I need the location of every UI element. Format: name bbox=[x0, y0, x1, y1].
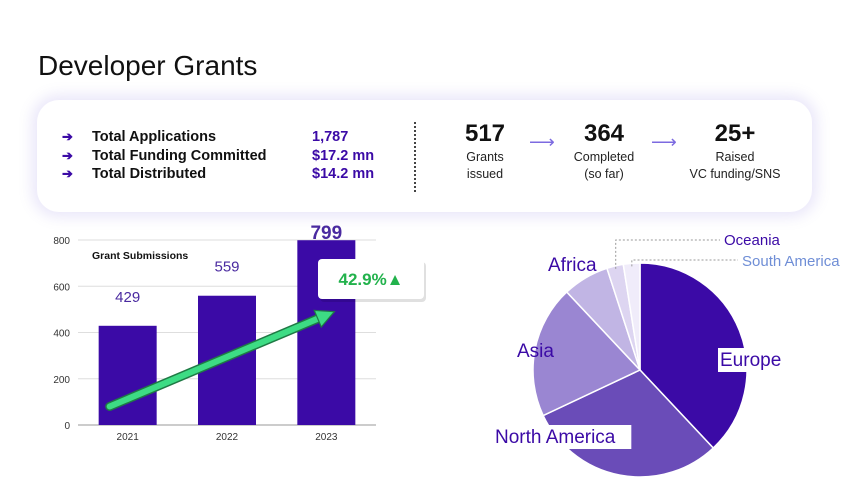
pie-label-bg bbox=[493, 425, 632, 449]
pie-slice-south-america bbox=[622, 262, 641, 371]
y-tick-label: 600 bbox=[53, 282, 70, 293]
pie-slice-asia bbox=[532, 290, 642, 417]
metric-label: Total Applications bbox=[92, 129, 217, 145]
kpi-completed: 364 Completed (so far) bbox=[534, 120, 674, 182]
pie-label-bg bbox=[718, 348, 782, 372]
kpi-value: 517 bbox=[464, 120, 506, 147]
metric-value: 1,787 bbox=[312, 129, 349, 145]
chart-title: Grant Submissions bbox=[92, 250, 188, 262]
bullet-arrow-icon: ➔ bbox=[62, 166, 73, 181]
dotted-divider bbox=[414, 122, 416, 192]
y-tick-label: 200 bbox=[53, 375, 70, 386]
metric-label: Total Funding Committed bbox=[92, 148, 267, 164]
metric-value: $17.2 mn bbox=[312, 148, 375, 164]
y-tick-label: 800 bbox=[53, 236, 70, 247]
pie-label-oceania: Oceania bbox=[724, 232, 781, 249]
x-tick-label: 2023 bbox=[315, 432, 338, 443]
pie-slice-europe bbox=[639, 262, 748, 450]
pie-label-africa: Africa bbox=[548, 255, 597, 276]
kpi-caption-line2: (so far) bbox=[584, 167, 624, 181]
pie-label-asia: Asia bbox=[517, 341, 554, 362]
summary-card: ➔ Total Applications 1,787 ➔ Total Fundi… bbox=[37, 100, 812, 212]
trend-arrow-head bbox=[313, 309, 336, 329]
y-tick-label: 400 bbox=[53, 329, 70, 340]
bullet-arrow-icon: ➔ bbox=[62, 129, 73, 144]
leader-line bbox=[615, 239, 720, 269]
data-label-2023: 799 bbox=[310, 223, 342, 244]
data-label-2021: 429 bbox=[115, 289, 140, 306]
kpi-value: 364 bbox=[583, 120, 625, 147]
kpi-raised-vc-funding: 25+ Raised VC funding/SNS bbox=[665, 120, 805, 182]
pie-label-south-america: South America bbox=[742, 253, 840, 270]
pie-label-north-america: North America bbox=[495, 427, 616, 448]
kpi-caption-line2: VC funding/SNS bbox=[689, 167, 781, 181]
flow-arrow-icon: ⟶ bbox=[529, 132, 555, 152]
growth-annotation: 42.9%▲ bbox=[338, 270, 403, 289]
y-tick-label: 0 bbox=[64, 421, 70, 432]
flow-arrow-icon: ⟶ bbox=[651, 132, 677, 152]
kpi-caption-line1: Raised bbox=[715, 150, 755, 164]
x-tick-label: 2021 bbox=[117, 432, 140, 443]
data-label-2022: 559 bbox=[214, 259, 239, 276]
kpi-value: 25+ bbox=[714, 120, 756, 147]
leader-line bbox=[631, 259, 738, 267]
metric-total-funding-committed: ➔ Total Funding Committed $17.2 mn bbox=[62, 146, 374, 166]
pie-label-europe: Europe bbox=[720, 350, 781, 371]
metric-total-distributed: ➔ Total Distributed $14.2 mn bbox=[62, 164, 374, 184]
kpi-caption-line1: Grants bbox=[466, 150, 504, 164]
trend-arrow-shaft bbox=[106, 315, 321, 410]
metric-label: Total Distributed bbox=[92, 166, 207, 182]
bullet-arrow-icon: ➔ bbox=[62, 148, 73, 163]
kpi-caption-line1: Completed bbox=[573, 150, 635, 164]
kpi-grants-issued: 517 Grants issued bbox=[415, 120, 555, 182]
metric-total-applications: ➔ Total Applications 1,787 bbox=[62, 127, 348, 147]
kpi-caption-line2: issued bbox=[466, 167, 504, 181]
x-tick-label: 2022 bbox=[216, 432, 239, 443]
page-title: Developer Grants bbox=[38, 50, 258, 81]
metric-value: $14.2 mn bbox=[312, 166, 375, 182]
annotation-box bbox=[318, 259, 424, 299]
